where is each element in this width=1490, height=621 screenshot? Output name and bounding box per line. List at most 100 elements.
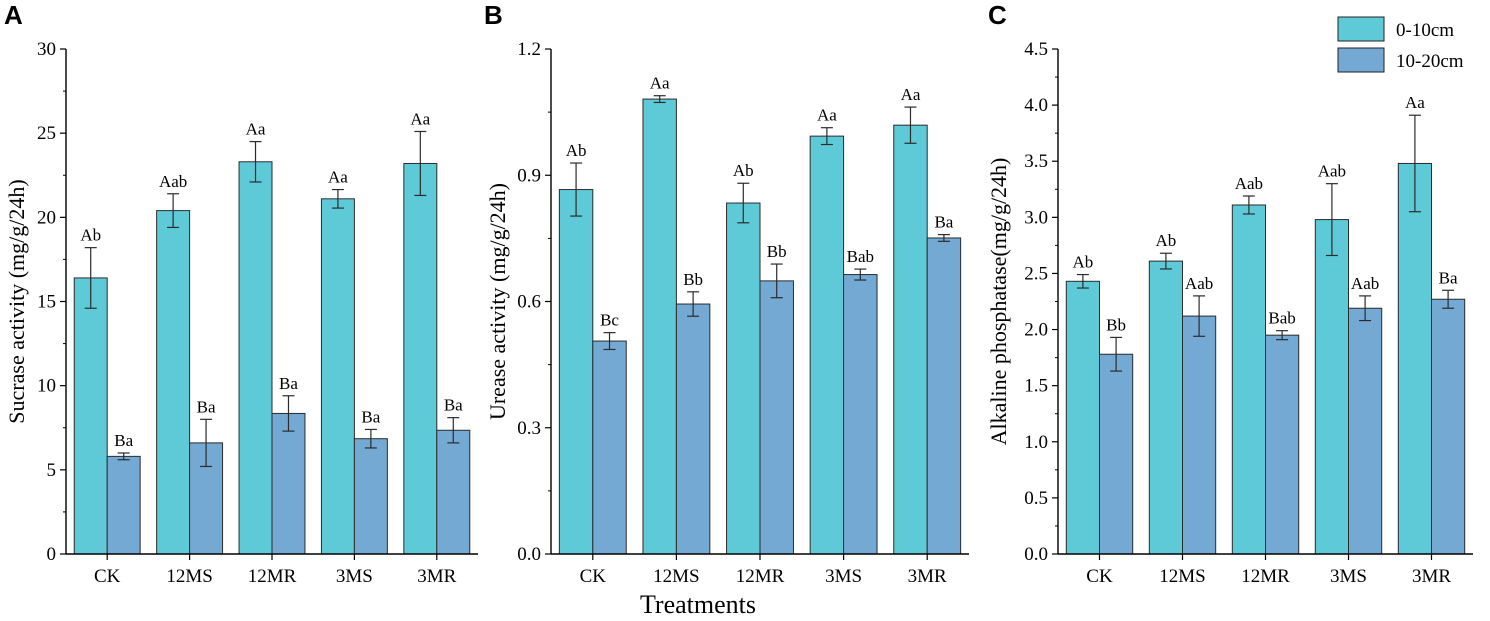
y-tick-label-A-25: 25	[37, 123, 56, 144]
bar-B-12MR-0-10cm	[726, 202, 761, 555]
y-tick-label-C-4.0: 4.0	[1024, 95, 1048, 116]
legend-label-0-10cm: 0-10cm	[1396, 20, 1454, 41]
bar-C-3MR-10-20cm	[1431, 298, 1466, 555]
x-tick-label-B-3MS: 3MS	[825, 566, 862, 587]
panel-A: A Sucrase activity (mg/g/24h) Ab Aab Aa Aa Aa B…	[4, 0, 478, 587]
significance-label-A-CK-10-20cm: Ba	[114, 431, 133, 450]
significance-label-B-3MS-10-20cm: Bab	[847, 247, 874, 266]
bar-B-12MR-10-20cm	[759, 280, 794, 555]
x-tick-label-C-3MR: 3MR	[1412, 566, 1451, 587]
y-tick-label-A-5: 5	[47, 460, 57, 481]
significance-label-B-3MS-0-10cm: Aa	[817, 106, 837, 125]
bar-C-CK-10-20cm	[1099, 353, 1134, 555]
panel-letter-A: A	[4, 0, 23, 30]
significance-label-B-12MR-0-10cm: Ab	[733, 161, 754, 180]
y-axis-label-C: Alkaline phosphatase(mg/g/24h)	[986, 158, 1011, 446]
y-tick-label-C-1.0: 1.0	[1024, 432, 1048, 453]
y-tick-label-B-0.9: 0.9	[517, 165, 541, 186]
y-tick-label-C-0.5: 0.5	[1024, 488, 1048, 509]
significance-label-B-CK-10-20cm: Bc	[600, 311, 619, 330]
x-tick-label-C-3MS: 3MS	[1330, 566, 1367, 587]
bar-C-12MS-0-10cm	[1148, 260, 1184, 555]
significance-label-A-3MR-0-10cm: Aa	[410, 109, 430, 128]
legend-swatch-10-20cm	[1337, 47, 1385, 73]
significance-label-C-12MS-10-20cm: Aab	[1185, 274, 1213, 293]
shared-x-axis-label: Treatments	[640, 590, 756, 619]
y-tick-label-C-2.5: 2.5	[1024, 263, 1048, 284]
y-tick-label-C-0.0: 0.0	[1024, 544, 1048, 565]
y-tick-label-A-0: 0	[47, 544, 57, 565]
y-axis-label-B: Urease activity (mg/g/24h)	[485, 183, 510, 420]
y-tick-label-A-10: 10	[37, 376, 56, 397]
bar-B-3MS-0-10cm	[809, 135, 845, 555]
bar-C-3MS-0-10cm	[1314, 219, 1350, 555]
y-tick-label-B-0.6: 0.6	[517, 292, 541, 313]
bar-B-12MS-10-20cm	[675, 303, 711, 555]
panel-letter-B: B	[484, 0, 503, 30]
bar-B-CK-10-20cm	[592, 340, 627, 555]
significance-label-C-3MS-0-10cm: Aab	[1318, 162, 1346, 181]
y-tick-label-C-3.5: 3.5	[1024, 151, 1048, 172]
significance-label-C-12MS-0-10cm: Ab	[1156, 231, 1177, 250]
significance-label-B-CK-0-10cm: Ab	[566, 141, 587, 160]
y-tick-label-B-1.2: 1.2	[517, 39, 541, 60]
bar-C-3MS-10-20cm	[1348, 307, 1383, 555]
bar-B-3MS-10-20cm	[843, 274, 878, 555]
bar-A-12MR-10-20cm	[271, 412, 306, 555]
significance-label-C-12MR-10-20cm: Bab	[1268, 309, 1295, 328]
y-tick-label-B-0.0: 0.0	[517, 544, 541, 565]
significance-label-B-3MR-10-20cm: Ba	[934, 213, 953, 232]
significance-label-A-3MR-10-20cm: Ba	[444, 396, 463, 415]
significance-label-A-12MS-10-20cm: Ba	[197, 397, 216, 416]
y-tick-label-C-1.5: 1.5	[1024, 376, 1048, 397]
x-tick-label-B-12MR: 12MR	[736, 566, 785, 587]
significance-label-A-CK-0-10cm: Ab	[80, 226, 101, 245]
bar-B-3MR-10-20cm	[926, 237, 962, 555]
x-tick-label-B-3MR: 3MR	[908, 566, 947, 587]
y-tick-label-C-3.0: 3.0	[1024, 207, 1048, 228]
significance-label-C-CK-10-20cm: Bb	[1106, 315, 1126, 334]
significance-label-B-12MS-10-20cm: Bb	[683, 270, 703, 289]
significance-label-B-12MS-0-10cm: Aa	[650, 74, 670, 93]
bar-C-CK-0-10cm	[1065, 280, 1101, 555]
significance-label-C-12MR-0-10cm: Aab	[1235, 174, 1263, 193]
x-tick-label-A-CK: CK	[94, 566, 121, 587]
bar-A-3MR-0-10cm	[403, 162, 438, 555]
bar-A-CK-0-10cm	[73, 277, 108, 555]
bar-C-12MS-10-20cm	[1182, 315, 1217, 555]
significance-label-C-CK-0-10cm: Ab	[1073, 253, 1094, 272]
bar-B-12MS-0-10cm	[642, 98, 677, 555]
significance-label-A-3MS-10-20cm: Ba	[361, 407, 380, 426]
y-axis-label-A: Sucrase activity (mg/g/24h)	[4, 179, 29, 423]
bar-A-12MS-0-10cm	[156, 210, 191, 555]
legend-label-10-20cm: 10-20cm	[1396, 51, 1464, 72]
y-tick-label-A-30: 30	[37, 39, 56, 60]
panel-B: B Urease activity (mg/g/24h) Ab Aa Ab Aa Aa Bc B…	[484, 0, 969, 587]
x-tick-label-A-3MR: 3MR	[417, 566, 456, 587]
y-tick-label-B-0.3: 0.3	[517, 418, 541, 439]
bar-C-12MR-10-20cm	[1265, 334, 1300, 555]
bar-A-3MS-0-10cm	[320, 198, 355, 555]
bar-B-CK-0-10cm	[558, 189, 594, 555]
significance-label-A-12MR-10-20cm: Ba	[279, 374, 298, 393]
significance-label-A-12MS-0-10cm: Aab	[159, 172, 187, 191]
significance-label-A-12MR-0-10cm: Aa	[246, 120, 266, 139]
legend: 0-10cm 10-20cm	[1337, 16, 1464, 73]
x-tick-label-C-12MS: 12MS	[1159, 566, 1205, 587]
significance-label-B-12MR-10-20cm: Bb	[767, 242, 787, 261]
x-tick-label-A-3MS: 3MS	[336, 566, 373, 587]
significance-label-C-3MR-0-10cm: Aa	[1405, 93, 1425, 112]
y-tick-label-C-2.0: 2.0	[1024, 320, 1048, 341]
x-tick-label-A-12MS: 12MS	[166, 566, 212, 587]
x-tick-label-C-CK: CK	[1086, 566, 1113, 587]
significance-label-C-3MR-10-20cm: Ba	[1439, 268, 1458, 287]
significance-label-B-3MR-0-10cm: Aa	[901, 85, 921, 104]
significance-label-C-3MS-10-20cm: Aab	[1351, 274, 1379, 293]
legend-swatch-0-10cm	[1337, 16, 1385, 42]
x-tick-label-A-12MR: 12MR	[248, 566, 297, 587]
bar-C-12MR-0-10cm	[1231, 204, 1267, 555]
bar-A-CK-10-20cm	[106, 455, 141, 555]
x-tick-label-C-12MR: 12MR	[1241, 566, 1290, 587]
